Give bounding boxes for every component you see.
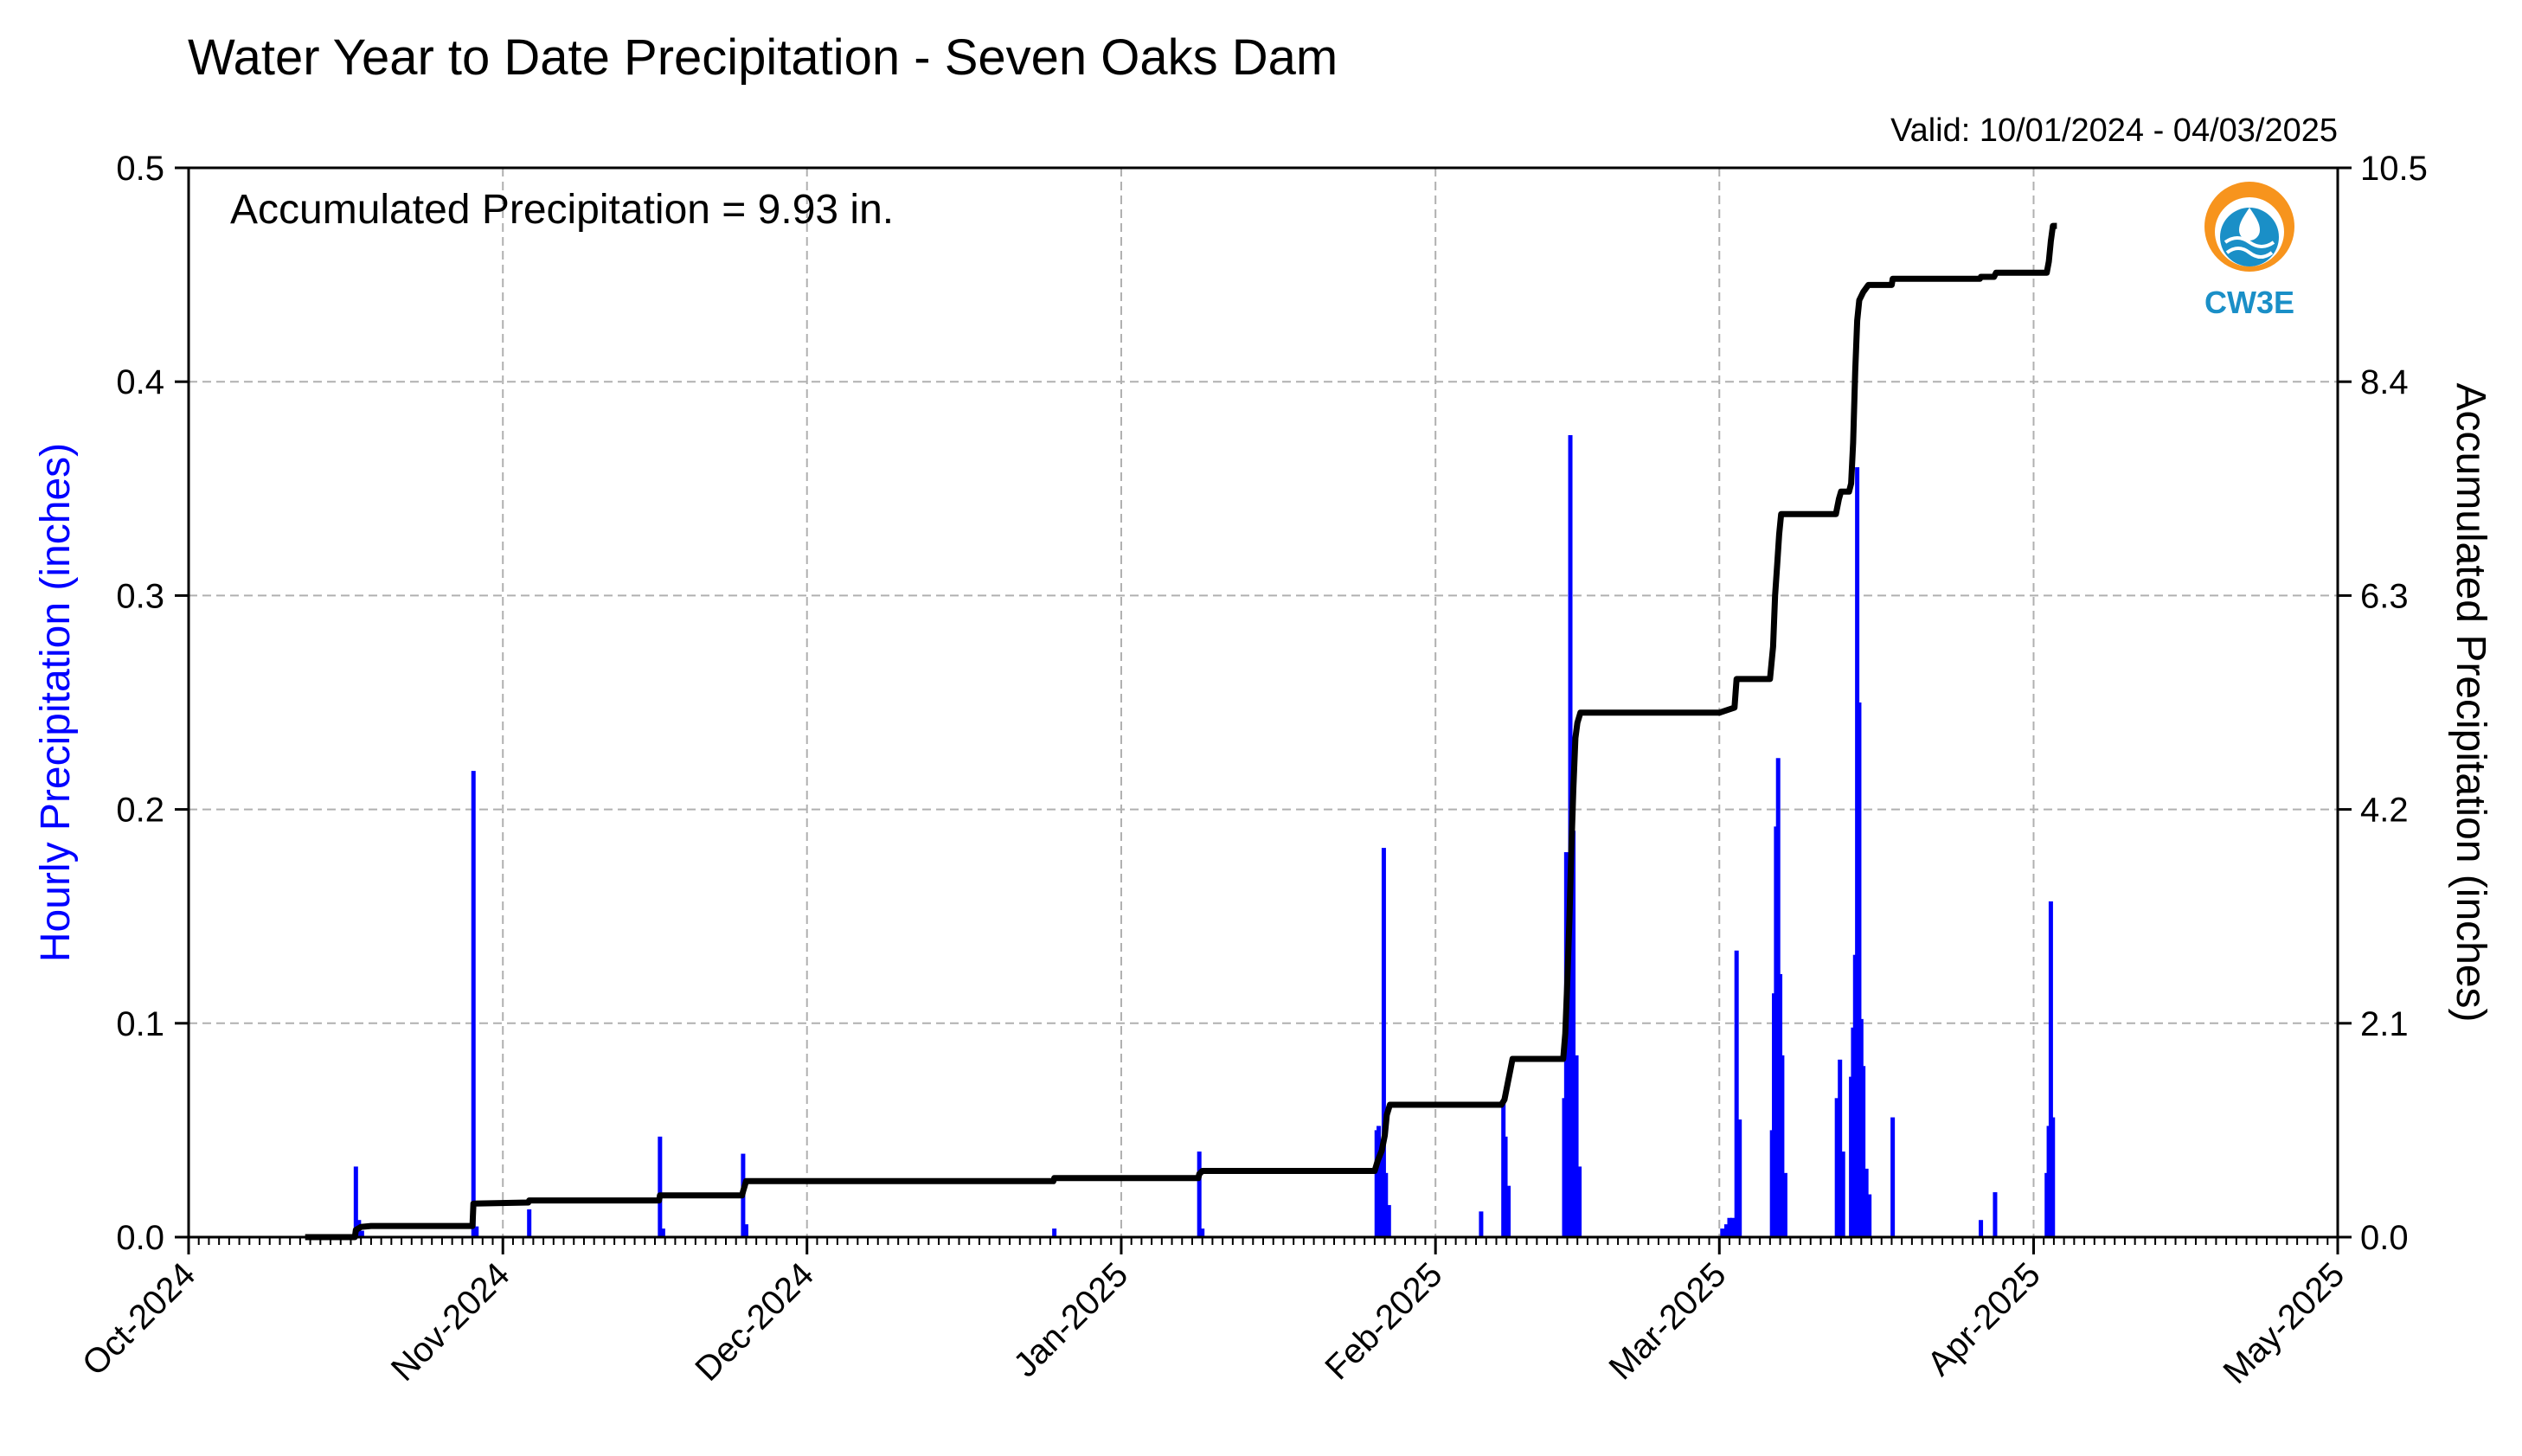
- hourly-precip-bar: [1867, 1194, 1872, 1237]
- accumulated-annotation: Accumulated Precipitation = 9.93 in.: [230, 187, 894, 233]
- cw3e-logo: CW3E: [2204, 182, 2294, 320]
- hourly-precip-bar: [353, 1166, 358, 1237]
- hourly-precip-bar: [1737, 1119, 1742, 1237]
- y-right-tick-label: 4.2: [2360, 792, 2409, 830]
- hourly-precip-bar: [1577, 1166, 1582, 1237]
- logo-droplet-icon: [2239, 208, 2260, 241]
- y-left-tick-label: 0.3: [116, 577, 164, 615]
- hourly-precip-bar: [1840, 1151, 1845, 1237]
- hourly-precip-bar: [1574, 1055, 1579, 1237]
- hourly-precip-bar: [1720, 1228, 1725, 1237]
- hourly-precip-bar: [359, 1230, 364, 1237]
- left-axis-label: Hourly Precipitation (inches): [33, 443, 79, 962]
- right-axis-label: Accumulated Precipitation (inches): [2448, 382, 2493, 1022]
- hourly-precip-bar: [1200, 1228, 1205, 1237]
- hourly-precip-bar: [1834, 1098, 1839, 1237]
- hourly-precip-bar: [527, 1209, 532, 1237]
- hourly-precip-bar: [1780, 1055, 1785, 1237]
- hourly-precip-bar: [1503, 1136, 1508, 1237]
- y-right-tick-label: 0.0: [2360, 1219, 2409, 1257]
- hourly-precip-bar: [1727, 1217, 1732, 1237]
- hourly-precip-bar: [1571, 831, 1576, 1237]
- hourly-precip-bar: [2050, 1117, 2056, 1237]
- hourly-precip-bar: [1381, 848, 1386, 1237]
- hourly-precip-bar: [1857, 702, 1862, 1237]
- hourly-precip-bar: [1723, 1224, 1729, 1237]
- accumulated-precip-line: [305, 222, 2057, 1241]
- y-left-tick-label: 0.2: [116, 792, 164, 830]
- hourly-precip-bar: [1993, 1192, 1998, 1237]
- hourly-precip-bar: [1729, 1217, 1735, 1237]
- y-left-tick-label: 0.0: [116, 1219, 164, 1257]
- hourly-precip-bar: [474, 1226, 479, 1237]
- hourly-precip-bar: [1979, 1220, 1984, 1237]
- hourly-precip-bar: [1052, 1228, 1057, 1237]
- hourly-precip-bar: [1890, 1117, 1896, 1237]
- hourly-precip-bar: [471, 771, 476, 1237]
- y-left-tick-label: 0.5: [116, 150, 164, 188]
- hourly-precip-bar: [1838, 1059, 1843, 1237]
- hourly-precip-bar: [1734, 950, 1739, 1237]
- hourly-precip-bar: [658, 1136, 663, 1237]
- hourly-precip-bar: [2048, 901, 2053, 1237]
- hourly-precip-bar: [660, 1228, 665, 1237]
- y-right-tick-label: 6.3: [2360, 577, 2409, 615]
- hourly-precip-bar: [1197, 1151, 1202, 1237]
- y-left-tick-label: 0.1: [116, 1005, 164, 1043]
- hourly-precip-bar: [1383, 1172, 1389, 1237]
- logo-text: CW3E: [2204, 285, 2294, 320]
- hourly-precip-bar: [1386, 1204, 1391, 1237]
- chart-title: Water Year to Date Precipitation - Seven…: [188, 29, 1338, 86]
- y-right-tick-label: 2.1: [2360, 1005, 2409, 1043]
- hourly-precip-bar: [1377, 1126, 1382, 1237]
- hourly-precip-bar: [1864, 1168, 1869, 1237]
- y-right-tick-label: 10.5: [2360, 150, 2428, 188]
- hourly-precip-bar: [743, 1224, 748, 1237]
- hourly-precip-bar: [1479, 1211, 1484, 1237]
- hourly-precip-bar: [1861, 1066, 1866, 1237]
- grid-lines: [189, 168, 2338, 1237]
- hourly-precip-bar: [1506, 1185, 1511, 1237]
- valid-date-range: Valid: 10/01/2024 - 04/03/2025: [1890, 112, 2338, 149]
- y-right-tick-label: 8.4: [2360, 363, 2409, 401]
- hourly-precip-bar: [1782, 1172, 1787, 1237]
- y-left-tick-label: 0.4: [116, 363, 164, 401]
